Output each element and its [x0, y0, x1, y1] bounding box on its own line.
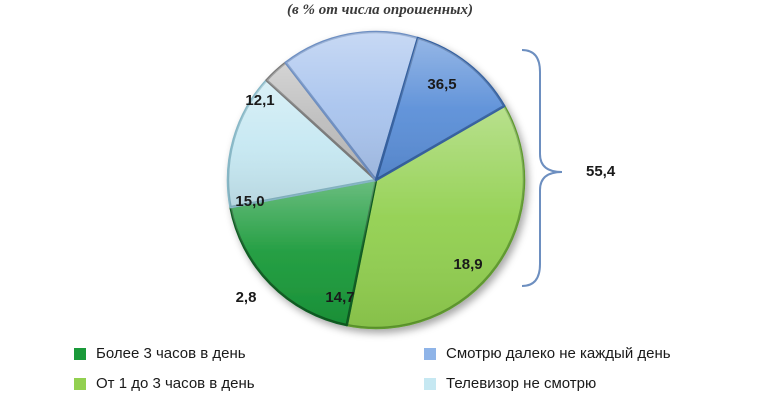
- slice-value-label: 14,7: [325, 289, 354, 306]
- slice-value-label: 36,5: [427, 76, 456, 93]
- slice-value-label: 12,1: [245, 92, 274, 109]
- pie-slice-highlight: [346, 106, 524, 328]
- chart-subtitle: (в % от числа опрошенных): [287, 2, 473, 18]
- pie-slice-highlight: [228, 80, 376, 208]
- pie-slice-highlight: [266, 62, 376, 181]
- pie-slice-highlight: [376, 38, 505, 181]
- slice-value-label: 2,8: [236, 289, 257, 306]
- pie-slice-highlight: [285, 32, 418, 180]
- pie-slice-highlight: [230, 180, 376, 326]
- bracket-value-label: 55,4: [586, 163, 616, 180]
- slice-value-label: 15,0: [235, 193, 264, 210]
- bracket-annotation: 55,4: [521, 49, 616, 287]
- slice-value-label: 18,9: [453, 256, 482, 273]
